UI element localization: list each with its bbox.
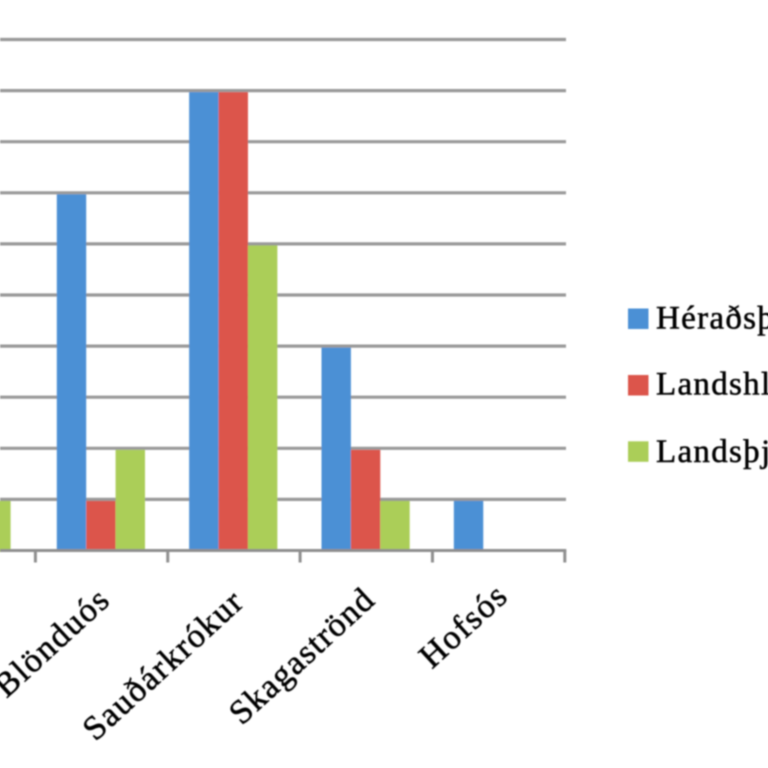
svg-text:Héraðsþjónusta: Héraðsþjónusta — [656, 301, 768, 337]
svg-text:Landsþjónusta: Landsþjónusta — [656, 434, 768, 470]
svg-text:Landshlutasafn: Landshlutasafn — [656, 367, 768, 403]
